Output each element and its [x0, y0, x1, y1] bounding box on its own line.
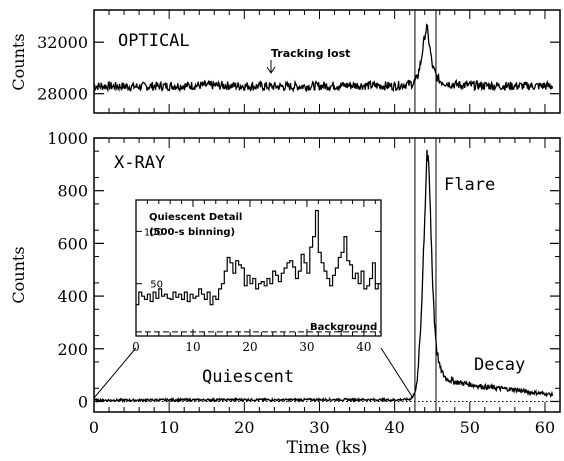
xray-ytick-label: 0: [78, 392, 88, 411]
decay-label: Decay: [474, 355, 525, 375]
inset-frame: [135, 199, 382, 337]
flare-label: Flare: [444, 175, 495, 195]
inset-xtick-label: 20: [242, 340, 257, 354]
inset-connector-left: [93, 347, 137, 399]
inset-ticks: 50 100 0 10 20 30 40: [132, 200, 381, 354]
inset-background-label: Background: [310, 322, 377, 333]
optical-yticks: 28000 32000: [37, 10, 560, 113]
tracking-lost-arrow-head-icon: [266, 66, 276, 74]
inset-panel: Quiescent Detail (500-s binning) Backgro…: [132, 199, 382, 354]
xaxis-label: Time (ks): [287, 438, 368, 458]
xray-xtick-label: 10: [159, 418, 179, 437]
xray-frame: [93, 137, 561, 413]
xray-ytick-label: 800: [57, 182, 88, 201]
optical-panel: OPTICAL Counts Tracking lost 28000 32000: [9, 9, 561, 114]
tracking-lost-label: Tracking lost: [271, 47, 350, 60]
xray-ylabel: Counts: [9, 246, 28, 303]
inset-xtick-label: 0: [132, 340, 140, 354]
xray-ytick-label: 400: [57, 287, 88, 306]
inset-series-line: [136, 209, 381, 306]
xray-ytick-label: 200: [57, 340, 88, 359]
xray-series-line: [93, 149, 554, 404]
inset-ytick-label: 100: [144, 227, 163, 238]
optical-vlines: [414, 10, 437, 113]
xray-xtick-label: 40: [384, 418, 404, 437]
inset-title-line2: (500-s binning): [149, 227, 235, 238]
quiescent-label: Quiescent: [202, 367, 294, 387]
inset-xtick-label: 40: [356, 340, 371, 354]
xray-label: X-RAY: [114, 153, 165, 173]
optical-ytick-label: 28000: [37, 85, 88, 104]
xray-xtick-label: 50: [460, 418, 480, 437]
optical-label: OPTICAL: [118, 31, 190, 51]
inset-connector-right: [380, 347, 414, 399]
inset-xtick-label: 10: [185, 340, 200, 354]
optical-frame: [93, 9, 561, 114]
optical-ylabel: Counts: [9, 33, 28, 90]
xray-ytick-label: 600: [57, 234, 88, 253]
xray-panel: X-RAY Counts Flare Decay Quiescent 02004…: [9, 129, 561, 458]
xray-xtick-label: 30: [309, 418, 329, 437]
xray-vlines: [414, 138, 437, 412]
optical-ytick-label: 32000: [37, 33, 88, 52]
optical-series-line: [93, 23, 554, 93]
xray-xtick-label: 0: [89, 418, 99, 437]
xray-ytick-label: 1000: [47, 129, 88, 148]
xray-xtick-label: 20: [234, 418, 254, 437]
inset-title-line1: Quiescent Detail: [149, 212, 242, 223]
xray-xtick-label: 60: [535, 418, 555, 437]
inset-xtick-label: 30: [299, 340, 314, 354]
inset-ytick-label: 50: [150, 280, 163, 291]
